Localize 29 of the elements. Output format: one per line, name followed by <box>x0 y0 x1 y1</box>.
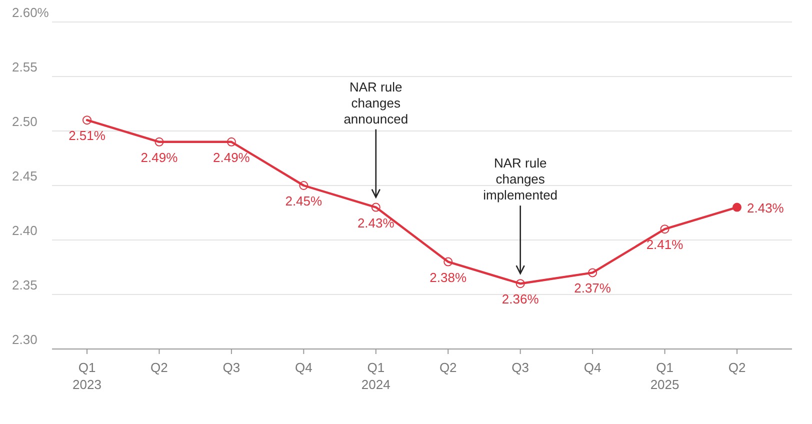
x-tick-label: Q2 <box>439 360 457 375</box>
text: 2.37% <box>574 280 611 296</box>
x-tick-label: Q1 2025 <box>650 360 680 392</box>
x-tick-label: Q2 <box>150 360 168 375</box>
x-tick-label: Q1 2024 <box>361 360 390 392</box>
text: 2.49% <box>213 150 250 165</box>
annotation: NAR rule changes implemented <box>483 156 558 203</box>
x-tick-label: Q3 <box>222 360 240 375</box>
text: 2.36% <box>502 292 539 307</box>
y-tick-label: 2.60% <box>12 5 50 20</box>
y-tick-label: 2.40 <box>12 223 38 238</box>
x-tick-label: Q1 2023 <box>72 360 102 392</box>
annotation: NAR rule changes announced <box>344 79 408 126</box>
x-tick-label: Q3 <box>512 360 530 375</box>
text: 2.43% <box>747 200 784 216</box>
text: 2.49% <box>140 150 178 165</box>
y-tick-label: 2.35 <box>12 278 38 292</box>
x-tick-label: Q2 <box>728 360 746 375</box>
text: 2.45% <box>285 194 322 208</box>
text: 2.43% <box>357 215 394 230</box>
text: 2.41% <box>646 237 684 252</box>
text: 2.51% <box>68 128 106 144</box>
y-tick-label: 2.30 <box>12 332 38 347</box>
y-tick-label: 2.45 <box>12 168 38 184</box>
x-tick-label: Q4 <box>294 360 312 375</box>
text: 2.38% <box>430 270 467 285</box>
y-tick-label: 2.55 <box>12 60 38 74</box>
x-tick-label: Q4 <box>584 360 602 375</box>
y-tick-label: 2.50 <box>12 114 38 129</box>
